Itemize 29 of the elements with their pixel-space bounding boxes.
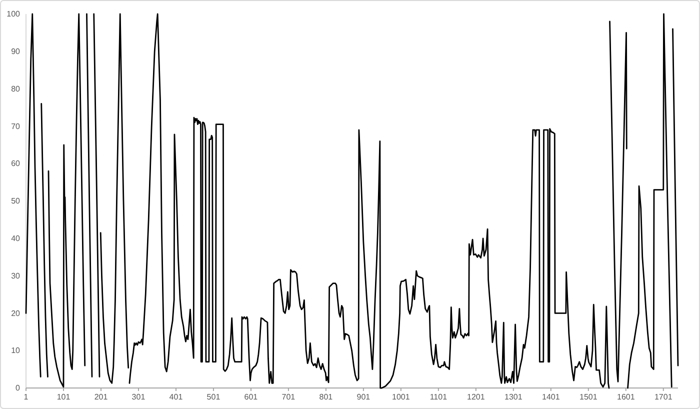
x-tick-label: 1401 [542,392,560,402]
y-tick-label: 90 [11,46,21,56]
x-tick-label: 201 [94,392,108,402]
y-tick-label: 60 [11,159,21,168]
y-tick-label: 70 [11,122,21,131]
y-tick-label: 20 [11,308,21,318]
y-tick-label: 50 [11,196,21,206]
x-tick-label: 1 [24,392,29,402]
x-tick-label: 401 [169,392,184,402]
x-tick-label: 1701 [654,392,673,402]
x-tick-label: 701 [282,392,296,402]
y-tick-label: 80 [11,84,21,94]
y-tick-label: 10 [11,346,21,356]
x-tick-label: 1501 [579,392,598,402]
x-tick-label: 1101 [430,392,448,402]
x-tick-label: 1201 [467,392,486,402]
y-tick-label: 100 [6,10,21,19]
y-tick-label: 30 [11,271,21,280]
x-tick-label: 1601 [616,392,636,402]
x-tick-label: 301 [132,392,146,402]
x-tick-label: 1301 [504,392,523,402]
x-tick-label: 501 [206,392,221,402]
x-tick-label: 101 [56,392,71,402]
y-tick-label: 0 [16,384,21,393]
x-tick-label: 601 [244,392,258,402]
y-tick-label: 40 [11,234,21,243]
x-tick-label: 1001 [392,392,410,402]
x-tick-label: 801 [319,392,334,402]
x-tick-label: 901 [356,392,371,402]
